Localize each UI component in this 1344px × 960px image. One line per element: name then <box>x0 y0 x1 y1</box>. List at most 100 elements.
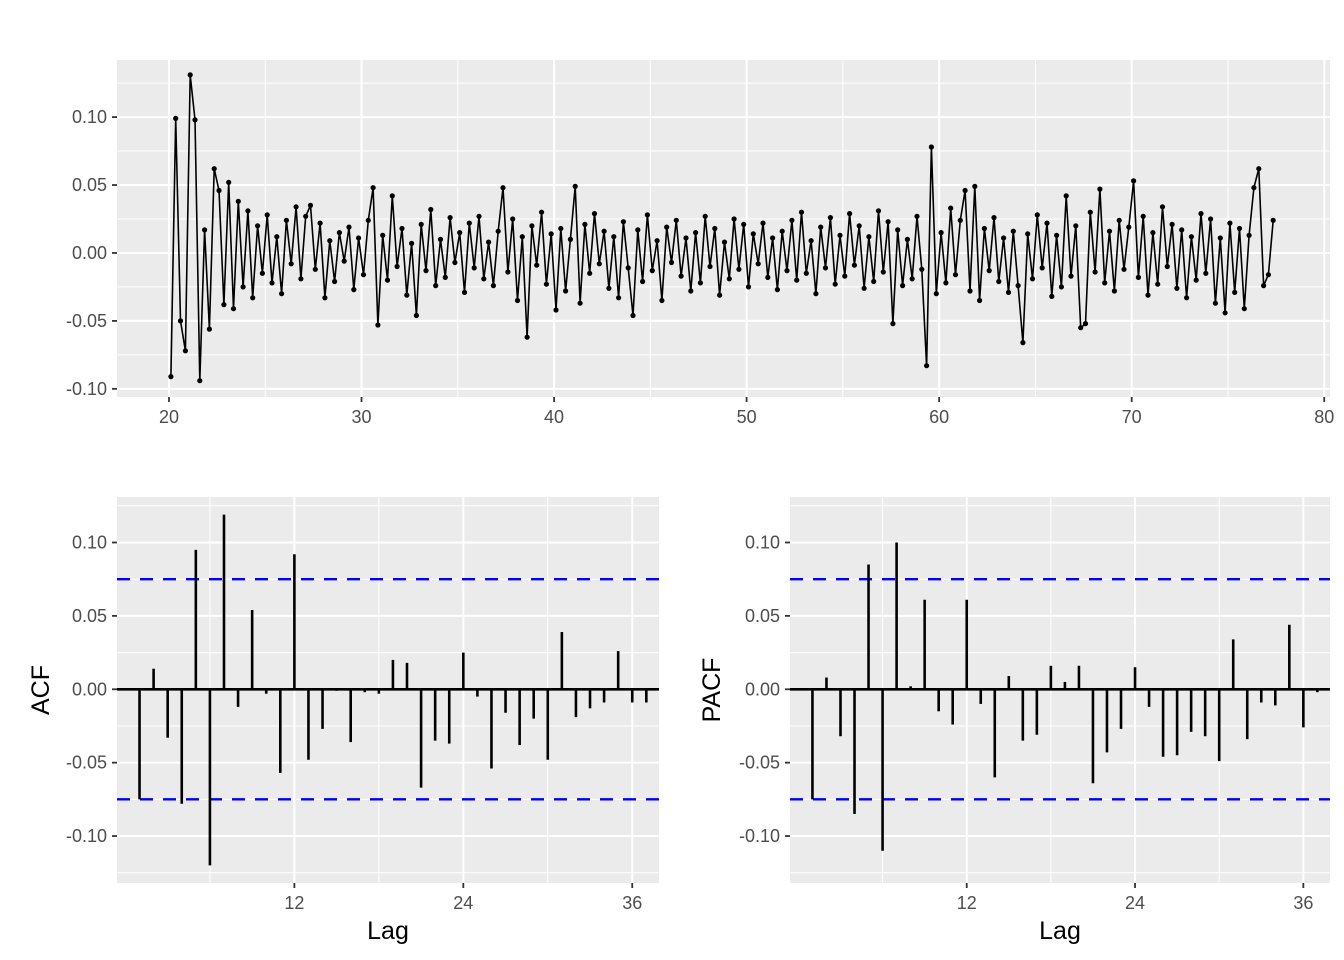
series-point <box>721 239 728 245</box>
series-point <box>202 227 208 233</box>
acf-panel: 12 24 36 0.10 0.05 0.00 -0.05 -0.10 <box>66 497 659 913</box>
y-tick-label: 0.10 <box>745 532 780 552</box>
series-point <box>211 166 217 172</box>
series-point <box>182 348 188 354</box>
series-point <box>625 265 631 271</box>
series-point <box>750 231 756 237</box>
series-point <box>693 230 699 236</box>
series-point <box>1029 276 1036 282</box>
acf-x-axis-title: Lag <box>367 917 409 945</box>
series-point <box>1126 224 1132 230</box>
series-point <box>649 268 655 274</box>
series-points <box>168 72 1276 384</box>
pacf-bars <box>811 542 1319 851</box>
series-point <box>683 235 689 241</box>
series-point <box>837 232 843 238</box>
series-point <box>784 268 790 274</box>
series-point <box>861 285 867 291</box>
series-point <box>1121 266 1127 272</box>
series-point <box>827 215 834 221</box>
series-point <box>1217 235 1223 241</box>
series-point <box>1135 274 1141 280</box>
series-point <box>1063 193 1069 199</box>
series-point <box>1208 216 1214 222</box>
series-point <box>283 217 289 223</box>
acf-bars <box>138 514 648 866</box>
series-point <box>789 217 795 223</box>
series-point <box>279 291 285 297</box>
series-point <box>659 297 665 304</box>
series-point <box>409 240 415 246</box>
series-point <box>510 216 516 222</box>
series-point <box>962 187 968 194</box>
series-point <box>1164 263 1170 270</box>
series-point <box>274 234 280 240</box>
series-point <box>678 273 684 279</box>
series-point <box>548 231 554 237</box>
x-tick-label: 12 <box>957 893 977 913</box>
series-point <box>1073 223 1079 229</box>
x-tick-label: 12 <box>284 893 304 913</box>
series-point <box>779 228 785 234</box>
series-point <box>1015 283 1021 289</box>
series-point <box>668 259 675 266</box>
series-point <box>611 234 617 240</box>
series-point <box>563 288 569 294</box>
series-point <box>505 269 511 275</box>
series-point <box>230 306 237 312</box>
series-point <box>1111 288 1117 294</box>
series-point <box>442 274 448 280</box>
series-point <box>486 239 492 245</box>
series-point <box>1169 221 1175 227</box>
series-point <box>303 213 309 219</box>
series-point <box>437 236 444 242</box>
series-point <box>832 281 838 287</box>
series-point <box>644 212 651 218</box>
series-point <box>851 262 858 268</box>
series-point <box>1198 211 1204 217</box>
series-point <box>813 291 819 297</box>
series-point <box>255 223 261 229</box>
series-point <box>187 72 193 78</box>
series-point <box>919 266 925 272</box>
series-point <box>885 219 891 225</box>
pacf-x-axis-title: Lag <box>1039 917 1081 945</box>
x-tick-label: 24 <box>453 893 473 913</box>
x-tick-label: 60 <box>929 407 949 427</box>
series-point <box>534 262 540 268</box>
series-point <box>500 185 506 191</box>
series-point <box>553 307 559 313</box>
series-point <box>288 261 294 267</box>
series-point <box>986 268 992 274</box>
y-tick-label: 0.00 <box>745 679 780 699</box>
series-point <box>900 283 906 289</box>
series-point <box>529 223 535 229</box>
series-point <box>736 266 742 272</box>
series-point <box>871 278 877 285</box>
series-point <box>567 236 574 242</box>
series-point <box>726 276 732 282</box>
series-point <box>1256 166 1262 172</box>
series-point <box>1049 293 1055 299</box>
series-point <box>904 236 911 242</box>
series-point <box>543 281 550 287</box>
series-point <box>322 295 328 301</box>
series-point <box>770 235 776 241</box>
y-tick-label: -0.10 <box>739 826 780 846</box>
series-point <box>654 238 660 244</box>
series-point <box>336 230 342 236</box>
series-point <box>216 187 222 194</box>
series-point <box>1227 220 1233 226</box>
series-point <box>972 183 978 189</box>
series-point <box>909 276 915 282</box>
series-point <box>745 284 752 290</box>
series-point <box>1106 228 1113 234</box>
series-point <box>1193 277 1199 283</box>
residual-series-panel: 20 30 40 50 60 70 80 0.10 0.05 0.00 -0.05 -0.10 <box>66 60 1334 427</box>
series-point <box>587 270 593 276</box>
series-point <box>977 297 983 304</box>
series-point <box>688 288 694 294</box>
series-point <box>1097 186 1103 192</box>
series-point <box>1203 270 1209 276</box>
series-point <box>697 280 704 286</box>
